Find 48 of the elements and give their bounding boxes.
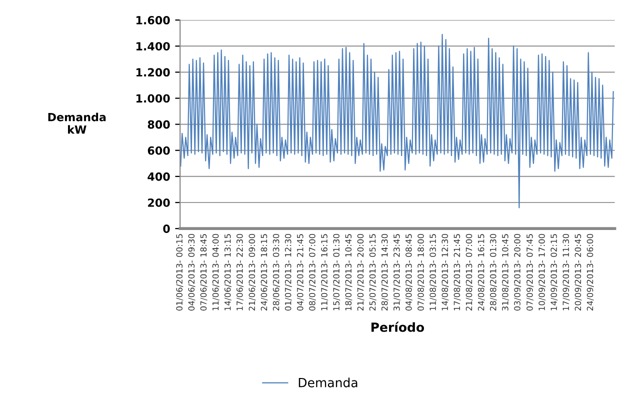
legend-label: Demanda [298, 378, 358, 388]
y-tick-label: 600 [148, 146, 170, 155]
x-tick-label: 11/08/2013- 03:15 [430, 234, 437, 310]
x-tick-label: 07/09/2013- 07:45 [526, 234, 534, 311]
y-tick-label: 400 [148, 172, 170, 181]
x-tick-label: 18/07/2013- 10:45 [345, 234, 352, 310]
x-tick-label: 24/06/2013- 18:15 [260, 234, 268, 311]
x-tick-label: 14/08/2013- 12:30 [442, 234, 449, 310]
x-tick-label: 24/09/2013- 06:00 [586, 234, 594, 311]
x-tick-label: 14/06/2013- 13:15 [224, 234, 232, 310]
x-tick-label: 11/07/2013- 16:15 [321, 234, 328, 310]
x-tick-label: 31/08/2013- 10:45 [502, 234, 509, 310]
line-series [180, 34, 614, 208]
x-tick-label: 07/06/2013- 18:45 [200, 234, 208, 311]
x-tick-label: 04/08/2013- 08:45 [406, 234, 412, 311]
y-tick-label: 200 [148, 198, 170, 207]
x-tick-label: 17/08/2013- 21:45 [454, 234, 461, 310]
x-tick-label: 10/09/2013- 17:00 [538, 234, 546, 310]
x-tick-label: 25/07/2013- 05:15 [369, 234, 376, 311]
x-tick-label: 24/08/2013- 16:15 [478, 234, 485, 311]
x-tick-label: 21/07/2013- 20:00 [357, 234, 364, 311]
y-tick-label: 1.600 [136, 16, 170, 24]
y-tick-label: 0 [163, 224, 170, 233]
x-tick-label: 01/07/2013- 12:30 [284, 234, 292, 311]
x-axis-title: Período [371, 322, 424, 332]
x-tick-label: 31/07/2013- 23:45 [394, 234, 400, 310]
x-tick-label: 20/09/2013- 20:45 [574, 234, 582, 311]
x-tick-label: 28/06/2013- 03:30 [272, 234, 280, 311]
x-tick-label: 28/07/2013- 14:30 [381, 234, 388, 311]
x-tick-label: 14/09/2013- 02:15 [550, 234, 558, 310]
x-tick-label: 21/08/2013- 07:00 [466, 234, 473, 311]
y-tick-label: 800 [148, 120, 170, 129]
x-tick-label: 17/09/2013- 11:30 [562, 234, 570, 310]
x-tick-label: 01/06/2013- 00:15 [176, 234, 184, 311]
x-tick-label: 03/09/2013- 20:00 [514, 234, 522, 311]
x-tick-label: 28/08/2013- 01:30 [490, 234, 497, 311]
x-tick-label: 17/06/2013- 22:30 [236, 234, 244, 310]
x-tick-label: 04/07/2013- 21:45 [296, 234, 304, 311]
x-tick-label: 08/07/2013- 07:00 [309, 234, 316, 311]
y-tick-label: 1.000 [136, 94, 170, 103]
y-tick-label: 1.200 [136, 68, 170, 77]
y-tick-label: 1.400 [136, 42, 170, 50]
x-tick-label: 07/08/2013- 18:00 [418, 234, 425, 311]
x-tick-label: 15/07/2013- 01:30 [333, 234, 340, 310]
x-tick-label: 04/06/2013- 09:30 [188, 234, 196, 311]
y-axis-title: Demanda kW [48, 112, 106, 134]
x-tick-label: 21/06/2013- 09:00 [248, 234, 256, 311]
x-tick-label: 11/06/2013- 04:00 [212, 234, 220, 310]
